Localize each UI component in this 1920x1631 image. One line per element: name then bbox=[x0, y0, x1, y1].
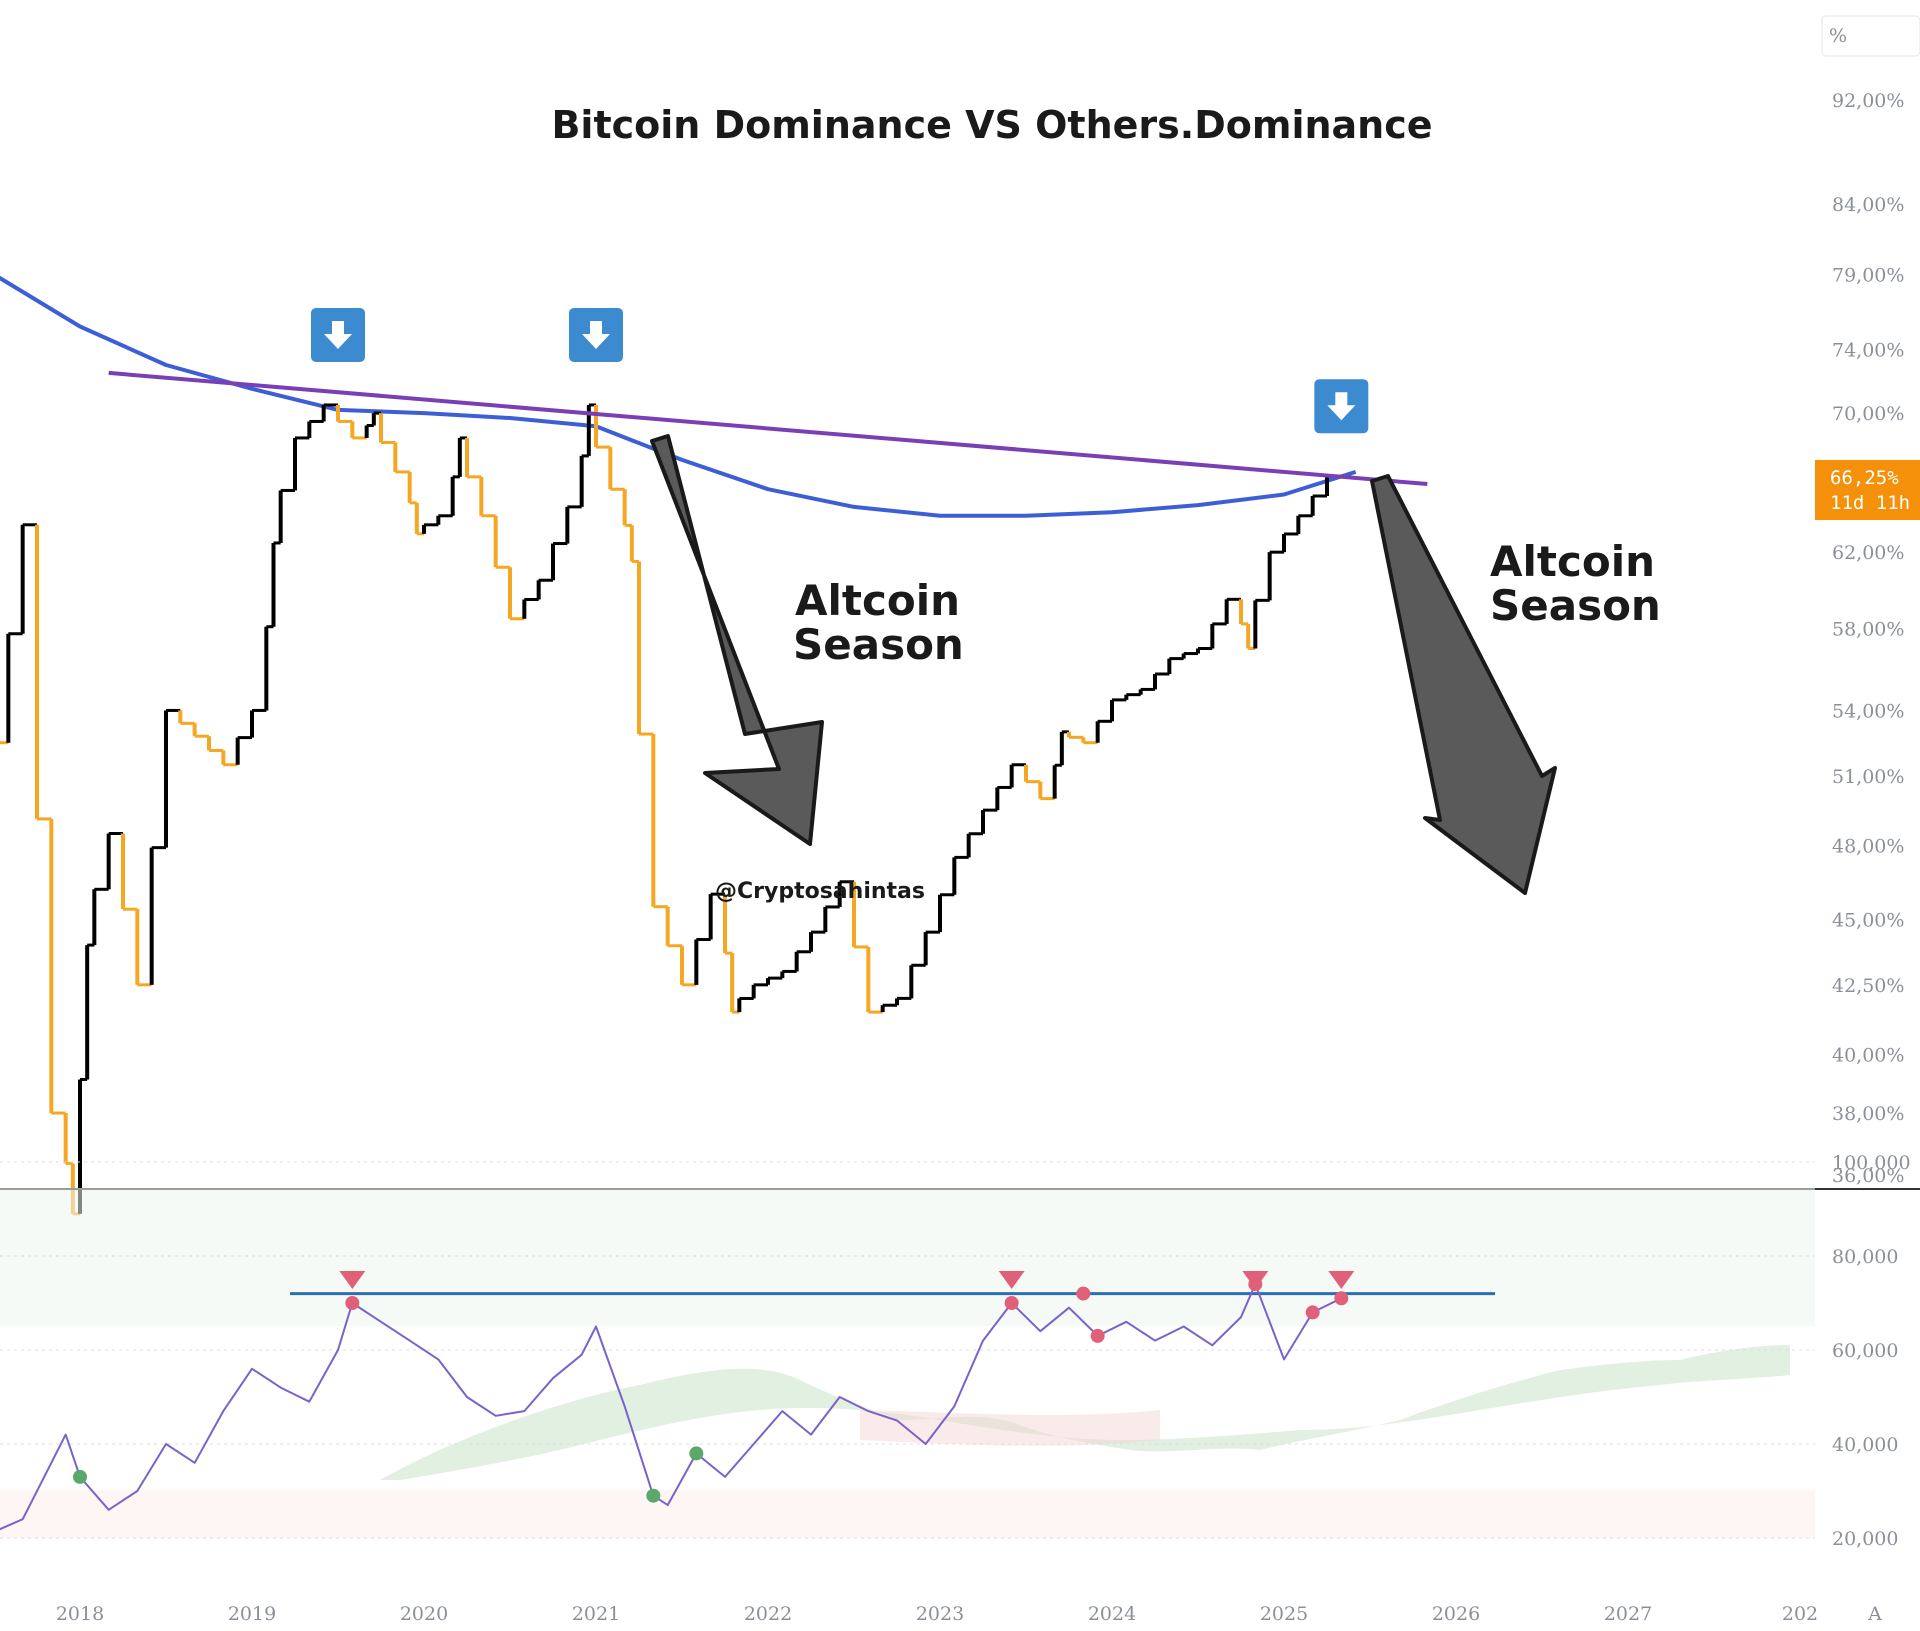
chart-title: Bitcoin Dominance VS Others.Dominance bbox=[551, 103, 1432, 147]
price-tick-label: 79,00% bbox=[1832, 265, 1904, 287]
price-tick-label: 58,00% bbox=[1832, 619, 1904, 641]
price-tick-label: 42,50% bbox=[1832, 975, 1904, 997]
current-price-tag bbox=[1815, 460, 1920, 520]
watermark: @Cryptosahintas bbox=[715, 879, 925, 904]
time-tick-label: 2024 bbox=[1088, 1603, 1136, 1625]
price-axis: 92,00% 84,00% 79,00% 74,00% 70,00% 62,00% 58,0… bbox=[1832, 90, 1904, 1187]
time-tick-label: 2021 bbox=[572, 1603, 620, 1625]
cloud-fill-bearish bbox=[860, 1410, 1160, 1446]
oscillator-signal-dots bbox=[73, 1271, 1355, 1503]
overbought-triangle bbox=[1242, 1271, 1269, 1289]
trendline-path bbox=[108, 370, 1428, 487]
price-tick-label: 40,00% bbox=[1832, 1044, 1904, 1066]
price-tick-label: 48,00% bbox=[1832, 835, 1904, 857]
price-tick-label: 92,00% bbox=[1832, 90, 1904, 112]
price-panel: % Bitcoin Dominance VS Others.Dominance … bbox=[0, 15, 1920, 1216]
overbought-triangle bbox=[998, 1271, 1025, 1289]
overbought-zone bbox=[0, 1188, 1815, 1326]
oscillator-tick-label: 80,000 bbox=[1832, 1246, 1898, 1268]
price-tick-label: 62,00% bbox=[1832, 542, 1904, 564]
overbought-triangle bbox=[1328, 1271, 1355, 1289]
overbought-dot bbox=[1334, 1291, 1349, 1306]
oscillator-line bbox=[0, 1283, 1342, 1531]
oscillator-tick-label: 20,000 bbox=[1832, 1528, 1898, 1550]
auto-scale-button[interactable]: A bbox=[1867, 1603, 1882, 1625]
overbought-triangle bbox=[339, 1271, 366, 1289]
time-tick-label: 2020 bbox=[400, 1603, 448, 1625]
down-arrow-2 bbox=[1370, 474, 1557, 895]
overbought-dot bbox=[1090, 1328, 1105, 1343]
overbought-dot bbox=[1305, 1305, 1320, 1320]
overbought-dot bbox=[1004, 1296, 1019, 1310]
overbought-dot bbox=[1076, 1286, 1091, 1301]
oscillator-tick-label: 60,000 bbox=[1832, 1340, 1898, 1362]
oversold-zone bbox=[0, 1490, 1815, 1538]
price-tick-label: 54,00% bbox=[1832, 700, 1904, 722]
price-tick-label: 36,00% bbox=[1832, 1165, 1904, 1187]
sell-signal-marker bbox=[569, 307, 623, 362]
oversold-dot bbox=[73, 1469, 87, 1484]
down-arrow-1 bbox=[650, 434, 824, 846]
price-tick-label: 51,00% bbox=[1832, 766, 1904, 788]
altcoin-season-label-2-line1: Altcoin bbox=[1490, 537, 1655, 586]
cloud-fill bbox=[380, 1345, 1790, 1480]
price-tick-label: 45,00% bbox=[1832, 909, 1904, 931]
time-tick-label: 2018 bbox=[56, 1603, 104, 1625]
moving-average-path bbox=[0, 275, 1357, 518]
percent-toggle[interactable] bbox=[1821, 15, 1920, 57]
candles bbox=[0, 403, 1342, 1216]
overbought-dot bbox=[345, 1296, 360, 1310]
resistance-trendline bbox=[108, 370, 1428, 487]
oversold-dot bbox=[646, 1488, 661, 1503]
oscillator-axis: 100,000 80,000 60,000 40,000 20,000 bbox=[0, 1152, 1911, 1550]
sell-signal-marker bbox=[311, 307, 365, 362]
current-price-label: 66,25% bbox=[1830, 467, 1899, 489]
time-tick-label: 2026 bbox=[1432, 1603, 1480, 1625]
price-tick-label: 70,00% bbox=[1832, 403, 1904, 425]
percent-unit-label: % bbox=[1829, 25, 1847, 47]
time-axis: 2018 2019 2020 2021 2022 2023 2024 2025 2026 2027… bbox=[56, 1603, 1818, 1625]
moving-average-line bbox=[0, 275, 1357, 518]
bar-countdown-label: 11d 11h bbox=[1830, 492, 1910, 514]
signal-markers bbox=[311, 307, 1369, 434]
oscillator-panel: 100,000 80,000 60,000 40,000 20,000 bbox=[0, 1152, 1911, 1550]
oscillator-path bbox=[0, 1283, 1342, 1531]
price-tick-label: 84,00% bbox=[1832, 194, 1904, 216]
altcoin-season-label-2-line2: Season bbox=[1490, 581, 1661, 630]
oscillator-tick-label: 40,000 bbox=[1832, 1434, 1898, 1456]
time-tick-label: 2019 bbox=[228, 1603, 276, 1625]
time-tick-label: 2027 bbox=[1604, 1603, 1652, 1625]
time-tick-label: 2022 bbox=[744, 1603, 792, 1625]
time-tick-label: 2023 bbox=[916, 1603, 964, 1625]
sell-signal-marker bbox=[1314, 379, 1369, 434]
price-tick-label: 38,00% bbox=[1832, 1103, 1904, 1125]
price-tick-label: 74,00% bbox=[1832, 339, 1904, 361]
altcoin-season-label-1-line1: Altcoin bbox=[795, 576, 960, 625]
altcoin-season-label-1-line2: Season bbox=[793, 620, 964, 669]
oscillator-tick-label: 100,000 bbox=[1832, 1152, 1911, 1174]
time-tick-label: 202 bbox=[1782, 1603, 1818, 1625]
oversold-dot bbox=[689, 1446, 704, 1461]
time-tick-label: 2025 bbox=[1260, 1603, 1308, 1625]
